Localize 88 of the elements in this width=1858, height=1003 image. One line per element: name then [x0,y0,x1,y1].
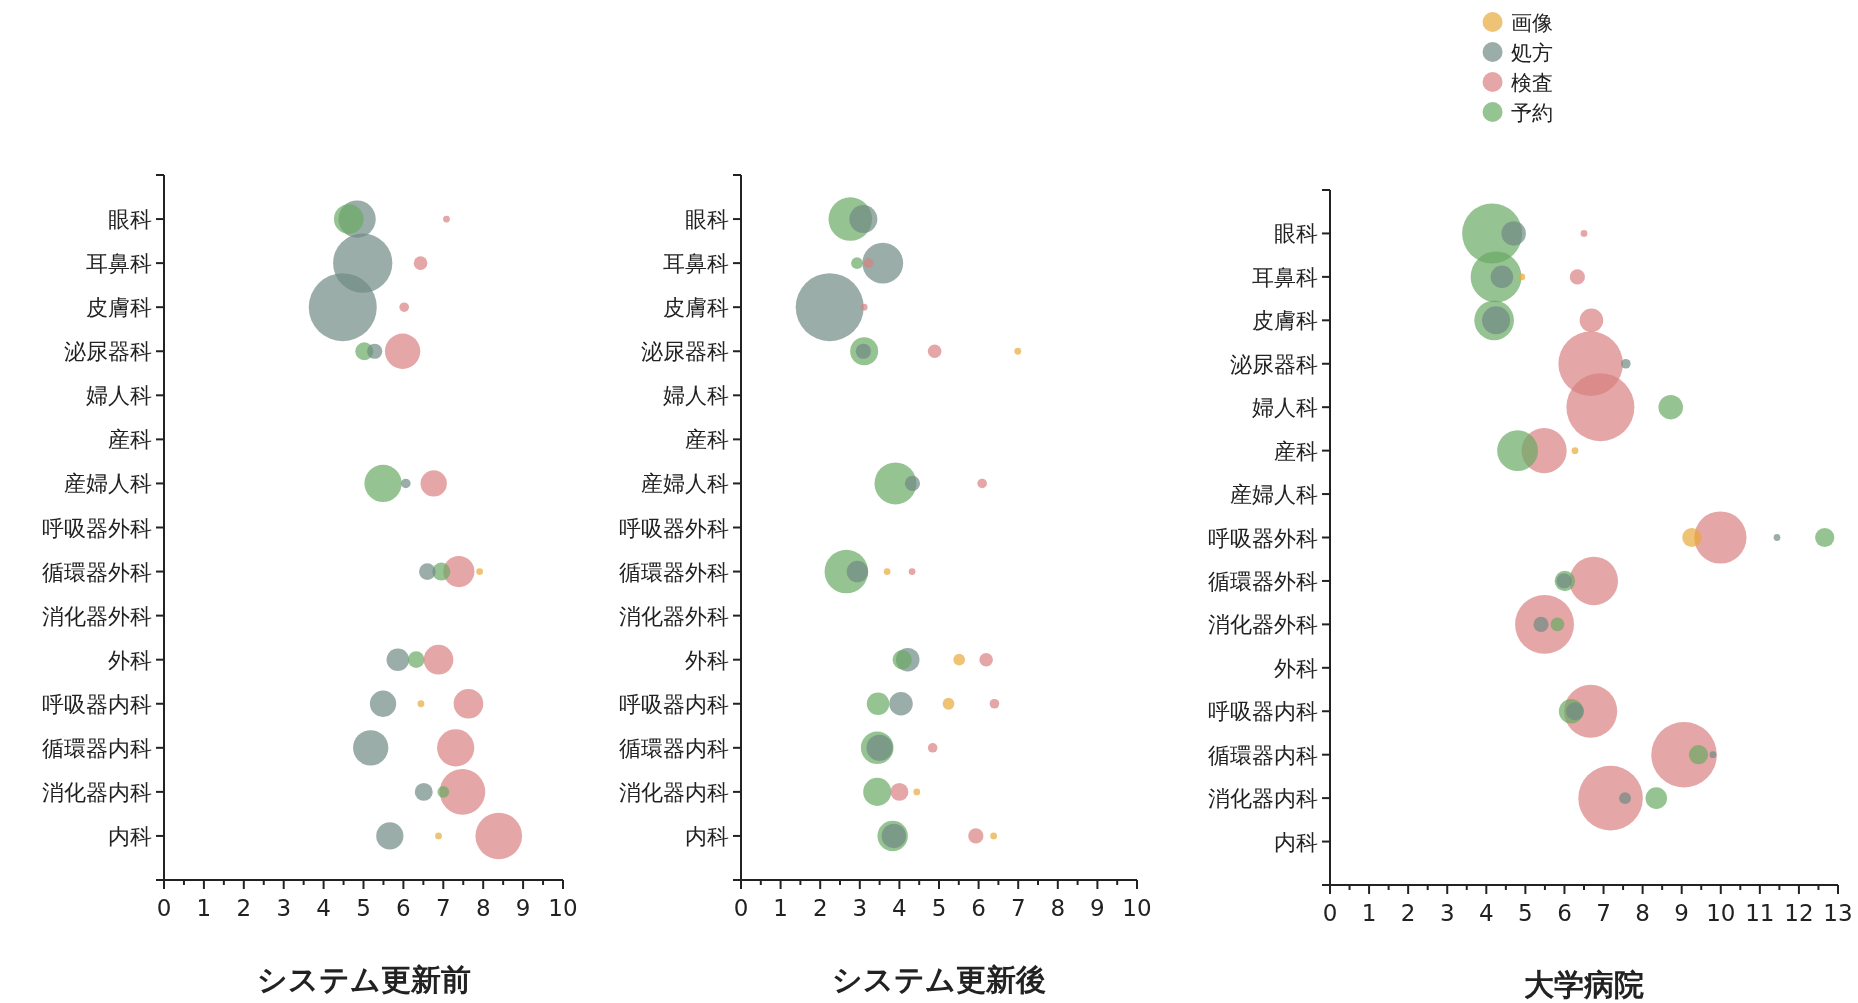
x-tick-label: 0 [156,895,172,921]
y-tick-label: 消化器内科 [1208,786,1318,812]
y-tick-label: 呼吸器内科 [42,691,152,717]
x-tick-label: 4 [892,895,907,921]
x-tick-label: 6 [971,895,986,921]
y-tick-label: 消化器外科 [1208,612,1318,638]
y-tick-label: 循環器内科 [619,735,729,761]
y-tick-label: 呼吸器外科 [1208,525,1318,551]
y-tick-label: 消化器内科 [619,779,729,805]
y-tick-label: 循環器外科 [42,559,152,585]
y-tick-label: 皮膚科 [86,295,152,321]
x-tick-label: 13 [1823,900,1853,926]
x-tick-label: 0 [733,895,749,921]
y-tick-label: 循環器内科 [42,735,152,761]
y-tick-label: 循環器外科 [1208,568,1318,594]
legend-label: 処方 [1510,41,1553,65]
y-tick-label: 耳鼻科 [1252,264,1318,290]
y-tick-label: 泌尿器科 [64,339,152,365]
x-tick-label: 10 [1706,900,1736,926]
y-tick-label: 産婦人科 [641,471,729,497]
x-tick-label: 9 [1090,895,1105,921]
x-tick-label: 1 [1361,900,1377,926]
y-tick-label: 婦人科 [86,383,152,409]
y-tick-label: 外科 [108,647,152,673]
y-tick-label: 外科 [685,647,729,673]
y-tick-label: 消化器内科 [42,779,152,805]
x-tick-label: 7 [435,895,451,921]
x-tick-label: 7 [1596,900,1611,926]
y-tick-label: 呼吸器外科 [619,515,729,541]
x-tick-label: 7 [1010,895,1026,921]
x-tick-label: 3 [852,895,868,921]
x-tick-label: 5 [356,895,371,921]
y-tick-label: 外科 [1274,655,1318,681]
y-tick-label: 消化器外科 [619,603,729,629]
x-tick-label: 4 [316,895,331,921]
x-tick-label: 1 [773,895,788,921]
x-tick-label: 5 [1518,900,1533,926]
y-tick-label: 内科 [108,823,152,849]
y-tick-label: 内科 [685,823,729,849]
x-axis-title: システム更新前 [256,962,471,997]
y-tick-label: 眼科 [685,207,729,233]
y-tick-label: 耳鼻科 [663,251,729,277]
y-tick-label: 眼科 [1274,221,1318,247]
x-tick-label: 2 [236,895,252,921]
x-tick-label: 8 [1050,895,1066,921]
y-tick-label: 眼科 [108,207,152,233]
y-tick-label: 産科 [108,427,152,453]
x-tick-label: 3 [1439,900,1455,926]
y-tick-label: 呼吸器内科 [1208,699,1318,725]
x-tick-label: 1 [196,895,212,921]
y-tick-label: 循環器外科 [619,559,729,585]
y-tick-label: 消化器外科 [42,603,152,629]
y-tick-label: 泌尿器科 [641,339,729,365]
legend-label: 画像 [1510,11,1553,35]
y-tick-label: 泌尿器科 [1230,351,1318,377]
x-tick-label: 11 [1745,900,1775,926]
y-tick-label: 産科 [685,427,729,453]
y-tick-label: 循環器内科 [1208,742,1318,768]
x-tick-label: 6 [1557,900,1572,926]
x-tick-label: 9 [515,895,531,921]
x-axis-title: システム更新後 [832,962,1046,997]
y-tick-label: 呼吸器内科 [619,691,729,717]
x-tick-label: 8 [475,895,491,921]
x-tick-label: 4 [1478,900,1494,926]
x-tick-label: 5 [931,895,947,921]
y-tick-label: 皮膚科 [663,295,729,321]
x-tick-label: 9 [1674,900,1690,926]
y-tick-label: 産婦人科 [64,471,152,497]
x-tick-label: 10 [1122,895,1152,921]
x-tick-label: 2 [812,895,828,921]
x-axis-title: 大学病院 [1524,967,1644,1002]
y-tick-label: 婦人科 [663,383,729,409]
x-tick-label: 12 [1784,900,1814,926]
y-tick-label: 婦人科 [1252,395,1318,421]
legend-label: 予約 [1510,101,1553,125]
y-tick-label: 皮膚科 [1252,308,1318,334]
x-tick-label: 3 [276,895,292,921]
x-tick-label: 10 [548,895,578,921]
y-tick-label: 呼吸器外科 [42,515,152,541]
y-tick-label: 内科 [1274,829,1318,855]
y-tick-label: 産婦人科 [1230,482,1318,508]
y-tick-label: 耳鼻科 [86,251,152,277]
x-tick-label: 0 [1322,900,1338,926]
y-tick-label: 産科 [1274,438,1318,464]
x-tick-label: 8 [1635,900,1650,926]
x-tick-label: 6 [396,895,411,921]
legend-label: 検査 [1510,71,1553,95]
x-tick-label: 2 [1400,900,1416,926]
